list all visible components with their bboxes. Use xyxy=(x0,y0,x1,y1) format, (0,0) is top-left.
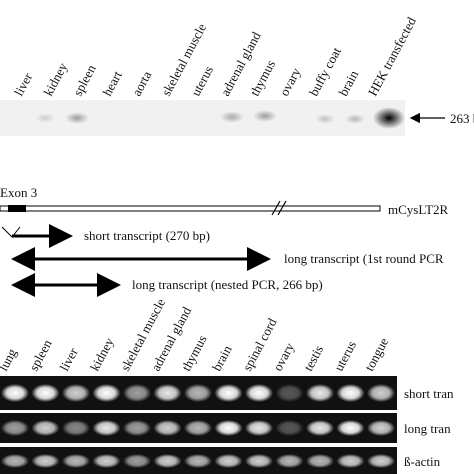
band xyxy=(1,384,29,402)
band xyxy=(245,384,273,402)
lane-label: ovary xyxy=(270,340,297,374)
band xyxy=(275,454,304,468)
lane-label: heart xyxy=(99,68,125,98)
row-label: ß-actin xyxy=(404,454,441,469)
band xyxy=(184,420,212,436)
band xyxy=(31,454,60,468)
band xyxy=(123,384,151,402)
band xyxy=(184,454,212,468)
band xyxy=(153,420,182,436)
band xyxy=(153,454,182,468)
lane-label: brain xyxy=(209,342,235,373)
long-nested-label: long transcript (nested PCR, 266 bp) xyxy=(132,277,323,292)
band xyxy=(336,420,365,436)
band xyxy=(275,420,304,436)
row-label: short tran xyxy=(404,386,454,401)
band xyxy=(306,454,334,468)
lane-label: thymus xyxy=(247,58,278,99)
lane-label: ovary xyxy=(276,65,303,99)
band xyxy=(1,420,29,436)
band xyxy=(62,384,90,402)
band-label: 263 b xyxy=(450,111,474,126)
band xyxy=(214,420,243,436)
band xyxy=(153,384,182,402)
band xyxy=(336,384,365,402)
band xyxy=(92,384,121,402)
row-label: long tran xyxy=(404,421,451,436)
lane-label: testis xyxy=(300,343,326,374)
band xyxy=(62,454,90,468)
lane-label: brain xyxy=(335,67,361,98)
band xyxy=(214,384,243,402)
band xyxy=(214,454,243,468)
lane-label: uterus xyxy=(331,338,359,373)
band xyxy=(123,454,151,468)
lane-label: uterus xyxy=(188,63,216,98)
band xyxy=(306,420,334,436)
lane-label: kidney xyxy=(87,335,117,374)
lane-label: thymus xyxy=(178,333,209,374)
band xyxy=(92,420,121,436)
band xyxy=(1,454,29,468)
gene-label: mCysLT2R xyxy=(388,202,449,217)
lane-label: aorta xyxy=(129,68,155,98)
short-label: short transcript (270 bp) xyxy=(84,228,210,243)
lane-label: kidney xyxy=(40,60,70,99)
band xyxy=(62,420,90,436)
band xyxy=(123,420,151,436)
lane-label: spleen xyxy=(26,337,55,374)
band xyxy=(306,384,334,402)
band xyxy=(275,384,304,402)
lane-label: liver xyxy=(56,345,81,374)
band xyxy=(367,384,395,402)
long-first-label: long transcript (1st round PCR xyxy=(284,251,444,266)
lane-label: HEK transfected xyxy=(365,14,419,98)
lane-label: lung xyxy=(0,346,20,374)
band xyxy=(31,420,60,436)
lane-label: tongue xyxy=(361,335,391,373)
lane-label: liver xyxy=(11,70,36,99)
gel-top xyxy=(0,100,405,136)
exon-box xyxy=(8,205,26,212)
exon-label: Exon 3 xyxy=(0,185,37,200)
band xyxy=(367,454,395,468)
band xyxy=(92,454,121,468)
band xyxy=(336,454,365,468)
band xyxy=(367,420,395,436)
band xyxy=(31,384,60,402)
lane-label: spleen xyxy=(70,62,99,99)
band xyxy=(184,384,212,402)
band xyxy=(245,420,273,436)
gene-bar xyxy=(0,205,381,212)
band xyxy=(245,454,273,468)
bands xyxy=(35,107,405,129)
break xyxy=(271,200,287,216)
